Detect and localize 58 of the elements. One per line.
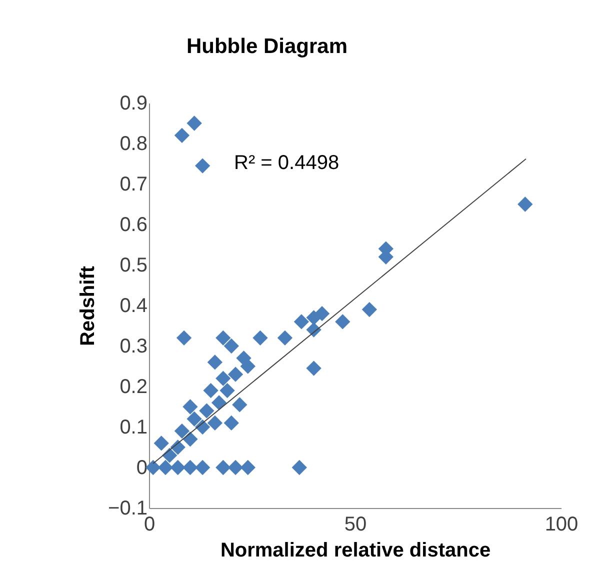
- point: [154, 436, 169, 451]
- point: [182, 399, 198, 414]
- y-tick-label: 0.6: [120, 214, 148, 236]
- point: [216, 370, 231, 386]
- chart-title: Hubble Diagram: [186, 35, 348, 58]
- y-tick-label: 0.4: [120, 295, 148, 317]
- point: [240, 460, 256, 476]
- point: [306, 322, 322, 338]
- point: [362, 302, 378, 318]
- point: [294, 314, 310, 330]
- y-tick-label: 0.1: [120, 416, 148, 438]
- point: [199, 403, 214, 418]
- point: [176, 330, 192, 346]
- point: [306, 360, 322, 376]
- y-tick-label: 0.3: [120, 336, 148, 358]
- point: [335, 314, 350, 330]
- x-axis-title: Normalized relative distance: [220, 540, 491, 562]
- y-tick-label: 0.7: [120, 174, 148, 196]
- point: [220, 382, 235, 398]
- point: [182, 460, 198, 476]
- point: [207, 415, 223, 431]
- point: [232, 397, 248, 412]
- annotation: R² = 0.4498: [234, 152, 340, 174]
- point: [186, 411, 202, 426]
- y-axis-title: Redshift: [77, 266, 100, 346]
- point: [162, 448, 178, 463]
- x-tick-label: 50: [344, 514, 367, 536]
- point: [518, 196, 533, 212]
- point: [174, 423, 190, 439]
- point: [252, 330, 268, 346]
- y-tick-label: 0.8: [120, 133, 148, 155]
- y-tick-label: 0: [136, 457, 148, 479]
- point: [224, 415, 239, 431]
- y-tick-label: 0.2: [120, 376, 148, 398]
- point: [194, 460, 210, 476]
- y-tick-label: 0.9: [120, 92, 148, 114]
- point: [211, 395, 227, 410]
- point: [228, 460, 244, 476]
- point: [146, 460, 161, 476]
- point: [216, 330, 231, 346]
- point: [182, 432, 198, 447]
- point: [224, 338, 239, 354]
- point: [194, 158, 210, 174]
- point: [216, 460, 231, 476]
- point: [158, 460, 174, 476]
- x-tick-label: 100: [544, 514, 578, 536]
- point: [292, 460, 307, 476]
- y-tick-label: 0.5: [120, 254, 148, 276]
- point: [203, 382, 218, 398]
- point: [240, 358, 256, 374]
- point: [228, 366, 244, 382]
- point: [314, 306, 330, 322]
- point: [174, 128, 190, 143]
- point: [277, 330, 293, 346]
- point: [194, 419, 210, 435]
- point: [207, 354, 223, 370]
- point: [170, 460, 186, 476]
- point: [186, 116, 202, 131]
